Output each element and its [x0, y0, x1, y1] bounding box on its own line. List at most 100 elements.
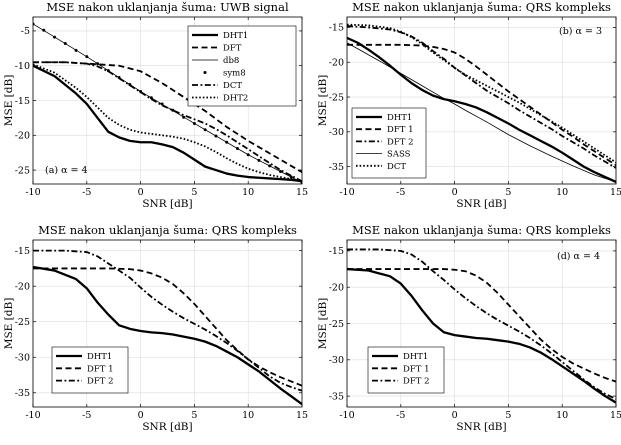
series-line-1: [347, 268, 616, 383]
legend-label-1: DFT: [223, 44, 242, 54]
series-group: [347, 248, 616, 404]
y-tick-label-0: -35: [329, 162, 344, 173]
series-3-point-14: [182, 115, 186, 119]
x-tick-label-2: 0: [138, 410, 144, 421]
x-tick-label-1: -5: [82, 410, 91, 421]
panel-annotation: (a) α = 4: [45, 165, 88, 176]
y-tick-label-2: -25: [329, 319, 344, 330]
x-axis-label: SNR [dB]: [456, 198, 506, 210]
x-tick-label-1: -5: [82, 187, 91, 198]
legend-label-2: db8: [223, 56, 239, 66]
x-axis-label: SNR [dB]: [142, 421, 192, 433]
x-tick-label-4: 10: [556, 410, 568, 421]
y-axis-label: MSE [dB]: [3, 298, 15, 350]
x-tick-label-3: 5: [191, 410, 197, 421]
series-line-5: [33, 63, 302, 183]
legend-label-4: DCT: [223, 81, 242, 91]
series-3-point-16: [203, 128, 207, 132]
legend-label-3: SASS: [387, 150, 411, 160]
legend-label-0: DHT1: [87, 352, 112, 362]
x-tick-label-4: 10: [242, 187, 254, 198]
y-axis-label: MSE [dB]: [3, 75, 15, 127]
axes-frame: [32, 239, 303, 408]
y-tick-label-4: -5: [21, 26, 30, 37]
series-line-2: [347, 248, 616, 400]
x-tick-label-3: 5: [505, 410, 511, 421]
x-tick-label-5: 15: [610, 187, 621, 198]
series-line-1: [33, 267, 302, 387]
chart-panel-2: -10 -5 0 5 10 15 -35 -30 -25 -20 -15 MSE nakon ukla…: [3, 223, 600, 433]
y-tick-label-4: -15: [329, 23, 344, 34]
series-3-point-15: [192, 121, 196, 125]
series-3-point-19: [235, 147, 239, 151]
series-line-1: [347, 43, 616, 166]
legend-box: [51, 346, 129, 394]
series-3-point-22: [268, 164, 272, 168]
legend-box: [367, 346, 445, 394]
series-3-point-23: [278, 169, 282, 173]
legend: DHT1 DFT 1 DFT 2: [51, 346, 129, 394]
y-tick-label-3: -10: [15, 61, 30, 72]
series-3-point-21: [257, 158, 261, 162]
series-line-2: [33, 249, 302, 392]
y-tick-label-1: -30: [329, 355, 344, 366]
chart-panel-3: -10 -5 0 5 10 15 -35 -30 -25 -20 -15 MSE nakon ukla…: [317, 223, 621, 433]
series-line-2: [347, 25, 616, 169]
x-tick-label-0: -10: [339, 410, 354, 421]
legend-label-1: DFT 1: [387, 125, 414, 135]
legend-label-0: DHT1: [387, 113, 412, 123]
legend-label-0: DHT1: [403, 352, 428, 362]
legend-label-2: DFT 2: [387, 137, 414, 147]
series-group: [347, 23, 616, 183]
y-tick-label-1: -20: [15, 131, 30, 142]
legend-label-2: DFT 2: [87, 377, 114, 387]
y-axis-label: MSE [dB]: [317, 298, 329, 350]
chart-title: MSE nakon uklanjanja šuma: QRS kompleks: [38, 223, 297, 237]
series-line-0: [347, 36, 616, 183]
y-axis-label: MSE [dB]: [317, 75, 329, 127]
legend-label-3: sym8: [223, 69, 246, 79]
x-tick-label-2: 0: [452, 187, 458, 198]
axes-frame: [346, 16, 617, 185]
chart-title: MSE nakon uklanjanja šuma: QRS kompleks: [352, 223, 611, 237]
series-3-point-4: [74, 48, 78, 52]
series-3-point-20: [246, 153, 250, 157]
x-tick-label-2: 0: [452, 410, 458, 421]
panel-annotation: (d) α = 4: [557, 251, 600, 262]
legend: DHT1 DFT db8 sym8 DCT DHT2: [187, 25, 297, 107]
y-tick-label-3: -20: [329, 282, 344, 293]
series-3-point-6: [96, 62, 100, 66]
series-3-point-11: [149, 96, 153, 100]
y-tick-label-0: -35: [329, 391, 344, 402]
chart-title: MSE nakon uklanjanja šuma: QRS kompleks: [352, 0, 611, 14]
x-axis-label: SNR [dB]: [456, 421, 506, 433]
series-line-0: [33, 64, 302, 183]
series-line-4: [347, 23, 616, 164]
y-tick-label-1: -30: [329, 127, 344, 138]
legend: DHT1 DFT 1 DFT 2: [367, 346, 445, 394]
chart-panel-1: -10 -5 0 5 10 15 -35 -30 -25 -20 -15 MSE nakon ukla…: [317, 0, 621, 210]
x-tick-label-1: -5: [396, 187, 405, 198]
x-axis-label: SNR [dB]: [142, 198, 192, 210]
y-tick-label-2: -15: [15, 96, 30, 107]
panel-annotation: (b) α = 3: [559, 26, 602, 37]
y-tick-label-4: -15: [329, 246, 344, 257]
legend-box: [187, 25, 297, 107]
y-tick-label-1: -30: [15, 353, 30, 364]
x-tick-label-4: 10: [556, 187, 568, 198]
y-tick-label-0: -25: [15, 165, 30, 176]
series-3-point-24: [289, 175, 293, 179]
legend-label-5: DHT2: [223, 94, 248, 104]
series-line-0: [33, 265, 302, 406]
legend-label-1: DFT 1: [87, 364, 114, 374]
legend-label-4: DCT: [387, 162, 406, 172]
y-tick-label-0: -35: [15, 388, 30, 399]
series-line-0: [347, 267, 616, 404]
x-tick-label-1: -5: [396, 410, 405, 421]
y-tick-label-3: -20: [15, 281, 30, 292]
series-group: [33, 22, 302, 184]
series-3-point-2: [53, 35, 57, 39]
series-line-3: [347, 42, 616, 183]
series-3-point-17: [214, 134, 218, 138]
